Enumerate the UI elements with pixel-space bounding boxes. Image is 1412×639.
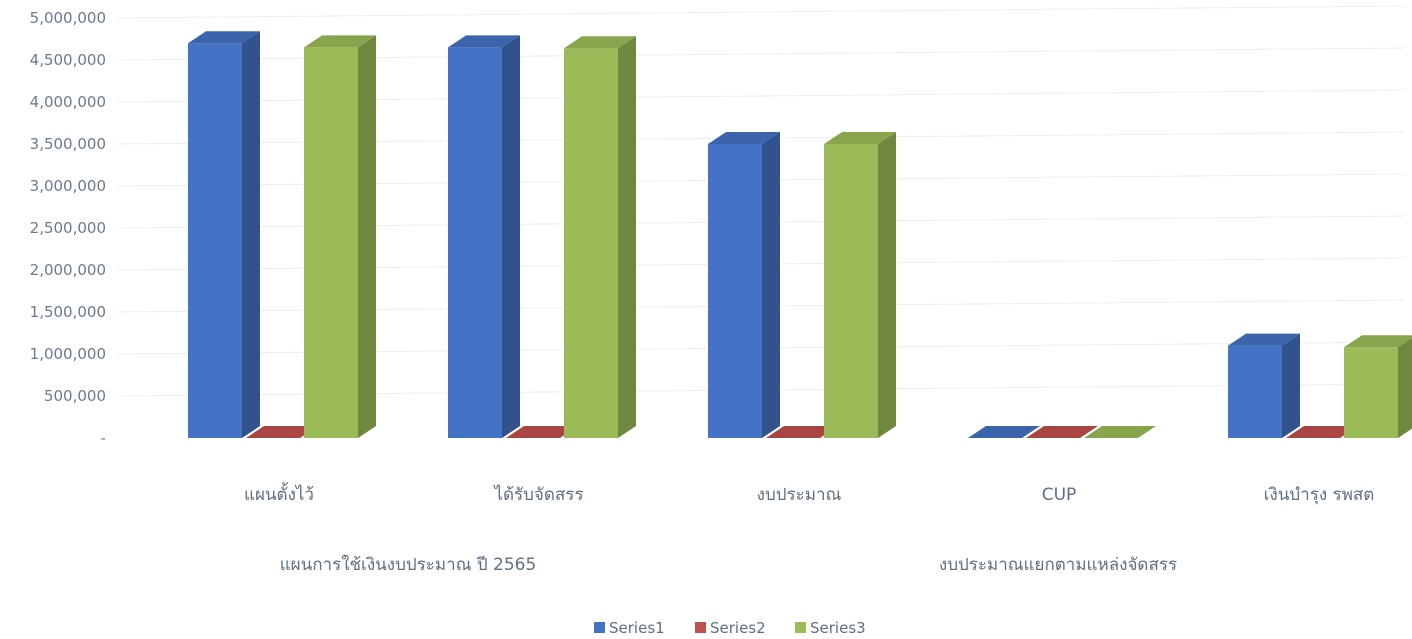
bar-series2-2 — [766, 426, 838, 438]
group-label: แผนการใช้เงินงบประมาณ ปี 2565 — [280, 554, 537, 575]
category-labels: แผนตั้งไว้ ได้รับจัดสรร งบประมาณ CUP เงินบำร… — [244, 482, 1374, 505]
category-label: แผนตั้งไว้ — [244, 482, 314, 505]
y-tick-label: 1,000,000 — [30, 345, 106, 363]
category-label: งบประมาณ — [757, 485, 842, 505]
y-tick-label: 3,500,000 — [30, 135, 106, 153]
legend-swatch — [594, 622, 605, 633]
legend-label: Series2 — [710, 619, 766, 637]
y-tick-label: 2,500,000 — [30, 219, 106, 237]
y-tick-label: 3,000,000 — [30, 177, 106, 195]
legend-swatch — [795, 622, 806, 633]
legend-swatch — [695, 622, 706, 633]
bar-series1-4 — [1228, 333, 1300, 438]
bar-series2-1 — [506, 426, 578, 438]
category-label: เงินบำรุง รพสต — [1264, 485, 1375, 505]
y-tick-label: 5,000,000 — [30, 9, 106, 27]
bar-series3-1 — [564, 36, 636, 439]
category-label: ได้รับจัดสรร — [492, 484, 583, 505]
bar-series2-4 — [1286, 426, 1358, 438]
bar-series2-0 — [246, 426, 318, 438]
bar-series1-0 — [188, 31, 260, 438]
bar-series3-2 — [824, 132, 896, 438]
bar-series2-3 — [1026, 426, 1098, 438]
bar-series1-2 — [708, 132, 780, 438]
group-labels: แผนการใช้เงินงบประมาณ ปี 2565 งบประมาณแยก… — [280, 554, 1177, 575]
bar-series1-1 — [448, 35, 520, 439]
bar-series3-4 — [1344, 335, 1412, 438]
y-tick-label: 4,000,000 — [30, 93, 106, 111]
legend-item-series2: Series2 — [695, 619, 766, 637]
category-label: CUP — [1042, 485, 1077, 505]
bar-series3-3 — [1084, 426, 1156, 438]
y-tick-label: 4,500,000 — [30, 51, 106, 69]
y-tick-label: - — [101, 429, 106, 447]
legend-label: Series3 — [810, 619, 866, 637]
legend-item-series3: Series3 — [795, 619, 866, 637]
group-label: งบประมาณแยกตามแหล่งจัดสรร — [939, 555, 1177, 575]
gridline — [117, 5, 1406, 19]
y-axis-ticks: - 500,000 1,000,000 1,500,000 2,000,000 2,500… — [30, 9, 106, 447]
y-tick-label: 500,000 — [44, 387, 106, 405]
bar-series3-0 — [304, 35, 376, 439]
y-tick-label: 2,000,000 — [30, 261, 106, 279]
legend-label: Series1 — [609, 619, 665, 637]
y-tick-label: 1,500,000 — [30, 303, 106, 321]
bars — [188, 31, 1412, 439]
legend-item-series1: Series1 — [594, 619, 665, 637]
legend: Series1 Series2 Series3 — [594, 619, 866, 637]
bar-series1-3 — [968, 426, 1040, 438]
